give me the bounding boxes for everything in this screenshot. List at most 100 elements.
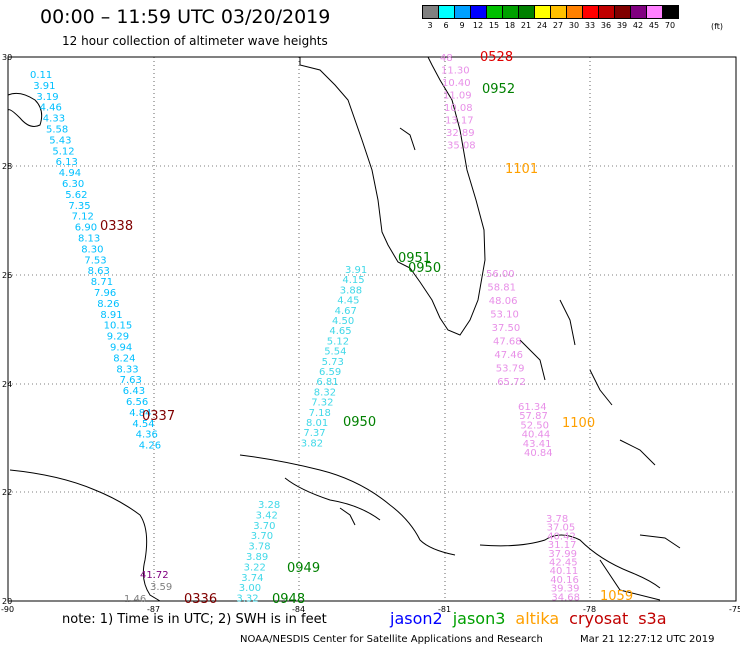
lon-tick: -84 <box>292 605 305 614</box>
lat-tick: 24 <box>2 380 12 389</box>
lon-tick: -78 <box>583 605 596 614</box>
satellite-key: jason2 jason3 altika cryosat s3a <box>390 609 677 628</box>
wave-value: 3.88 <box>340 285 362 296</box>
wave-value: 40.11 <box>550 566 579 577</box>
legend-label: 6 <box>443 21 449 30</box>
wave-value: 47.68 <box>493 337 522 348</box>
wave-value: 56.00 <box>486 269 515 280</box>
wave-value: 5.43 <box>49 135 71 146</box>
wave-value: 40.42 <box>547 531 576 542</box>
wave-value: 7.63 <box>120 375 142 386</box>
satellite-name: jason3 <box>452 609 506 628</box>
wave-value: 7.12 <box>72 212 94 223</box>
wave-value: 5.12 <box>327 336 349 347</box>
satellite-name: s3a <box>638 609 667 628</box>
wave-value: 11.30 <box>441 66 470 77</box>
wave-value: 10.40 <box>442 78 471 89</box>
wave-value: 3.42 <box>256 510 278 521</box>
wave-value: 4.15 <box>342 275 364 286</box>
legend-label: 70 <box>664 21 676 30</box>
wave-value: 5.54 <box>324 347 346 358</box>
wave-value: 53.10 <box>490 310 519 321</box>
map-frame <box>7 56 737 602</box>
lon-tick: -87 <box>147 605 160 614</box>
legend-label: 15 <box>488 21 500 30</box>
wave-value: 53.79 <box>496 364 525 375</box>
pass-time: 0950 <box>343 415 376 430</box>
wave-value: 8.91 <box>100 310 122 321</box>
lat-tick: 22 <box>2 488 12 497</box>
wave-value: 41.72 <box>140 570 169 581</box>
wave-value: 58.81 <box>487 283 516 294</box>
wave-value: 3.82 <box>301 438 323 449</box>
wave-value: 31.17 <box>548 540 577 551</box>
wave-value: 8.30 <box>81 244 103 255</box>
pass-time: 0338 <box>100 219 133 234</box>
wave-value: 7.53 <box>84 255 106 266</box>
lat-tick: 20 <box>2 597 12 606</box>
wave-value: 3.28 <box>258 500 280 511</box>
lon-tick: -75 <box>729 605 740 614</box>
wave-value: 37.99 <box>548 549 577 560</box>
wave-value: 8.26 <box>97 299 119 310</box>
lat-tick: 26 <box>2 271 12 280</box>
wave-value: 4.54 <box>132 419 154 430</box>
legend-label: 21 <box>520 21 532 30</box>
pass-time: 0951 <box>398 251 431 266</box>
wave-value: 7.18 <box>309 408 331 419</box>
legend-labels: 3 6 9 12 15 18 21 24 27 30 33 36 39 42 45 70 <box>422 19 678 30</box>
pass-time: 1101 <box>505 162 538 177</box>
wave-value: 40.44 <box>522 430 551 441</box>
wave-value: 6.30 <box>62 179 84 190</box>
wave-value: 6.56 <box>126 397 148 408</box>
legend-label: 30 <box>568 21 580 30</box>
wave-value: 7.35 <box>68 201 90 212</box>
pass-time: 0528 <box>480 50 513 65</box>
wave-value: 48.06 <box>489 296 518 307</box>
wave-value: 3.78 <box>248 542 270 553</box>
legend-label: 9 <box>459 21 465 30</box>
wave-value: 3.89 <box>246 552 268 563</box>
wave-value: 4.33 <box>43 114 65 125</box>
wave-value: 9.94 <box>110 343 132 354</box>
wave-value: 65.72 <box>497 377 526 388</box>
wave-value: 7.32 <box>311 398 333 409</box>
coastlines <box>7 56 681 602</box>
wave-value: 4.45 <box>337 296 359 307</box>
timestamp: Mar 21 12:27:12 UTC 2019 <box>580 634 715 645</box>
legend-unit: (ft) <box>711 22 724 31</box>
pass-time: 0952 <box>482 82 515 97</box>
footer-note: note: 1) Time is in UTC; 2) SWH is in fe… <box>62 612 327 627</box>
wave-value: 3.78 <box>546 514 568 525</box>
wave-value: 4.67 <box>335 306 357 317</box>
pass-time: 1059 <box>600 589 633 604</box>
wave-value: 8.01 <box>306 418 328 429</box>
wave-value: 4.50 <box>332 316 354 327</box>
wave-value: 1.46 <box>124 594 146 605</box>
wave-value: 3.70 <box>253 521 275 532</box>
legend-label: 3 <box>427 21 433 30</box>
wave-value: 5.62 <box>65 190 87 201</box>
wave-value: 3.59 <box>150 582 172 593</box>
map-subtitle: 12 hour collection of altimeter wave hei… <box>62 34 328 48</box>
map-title: 00:00 – 11:59 UTC 03/20/2019 <box>40 6 331 28</box>
wave-value: 5.12 <box>52 146 74 157</box>
wave-value: 4.46 <box>40 103 62 114</box>
wave-value: 4.94 <box>59 168 81 179</box>
pass-time: 0336 <box>184 592 217 607</box>
wave-value: 8.24 <box>113 353 135 364</box>
wave-value: 47.46 <box>494 350 523 361</box>
wave-value: 8.13 <box>78 234 100 245</box>
satellite-name: altika <box>515 609 560 628</box>
wave-value: 35.08 <box>447 141 476 152</box>
lon-tick: -81 <box>438 605 451 614</box>
wave-value: 43.41 <box>523 439 552 450</box>
wave-value: 42.45 <box>549 558 578 569</box>
wave-value: 7.37 <box>303 428 325 439</box>
wave-value: 32.89 <box>446 128 475 139</box>
wave-value: 5.58 <box>46 125 68 136</box>
wave-value: 40.84 <box>524 448 553 459</box>
wave-value: 3.32 <box>236 594 258 605</box>
lon-tick: -90 <box>1 605 14 614</box>
pass-time: 1100 <box>562 416 595 431</box>
